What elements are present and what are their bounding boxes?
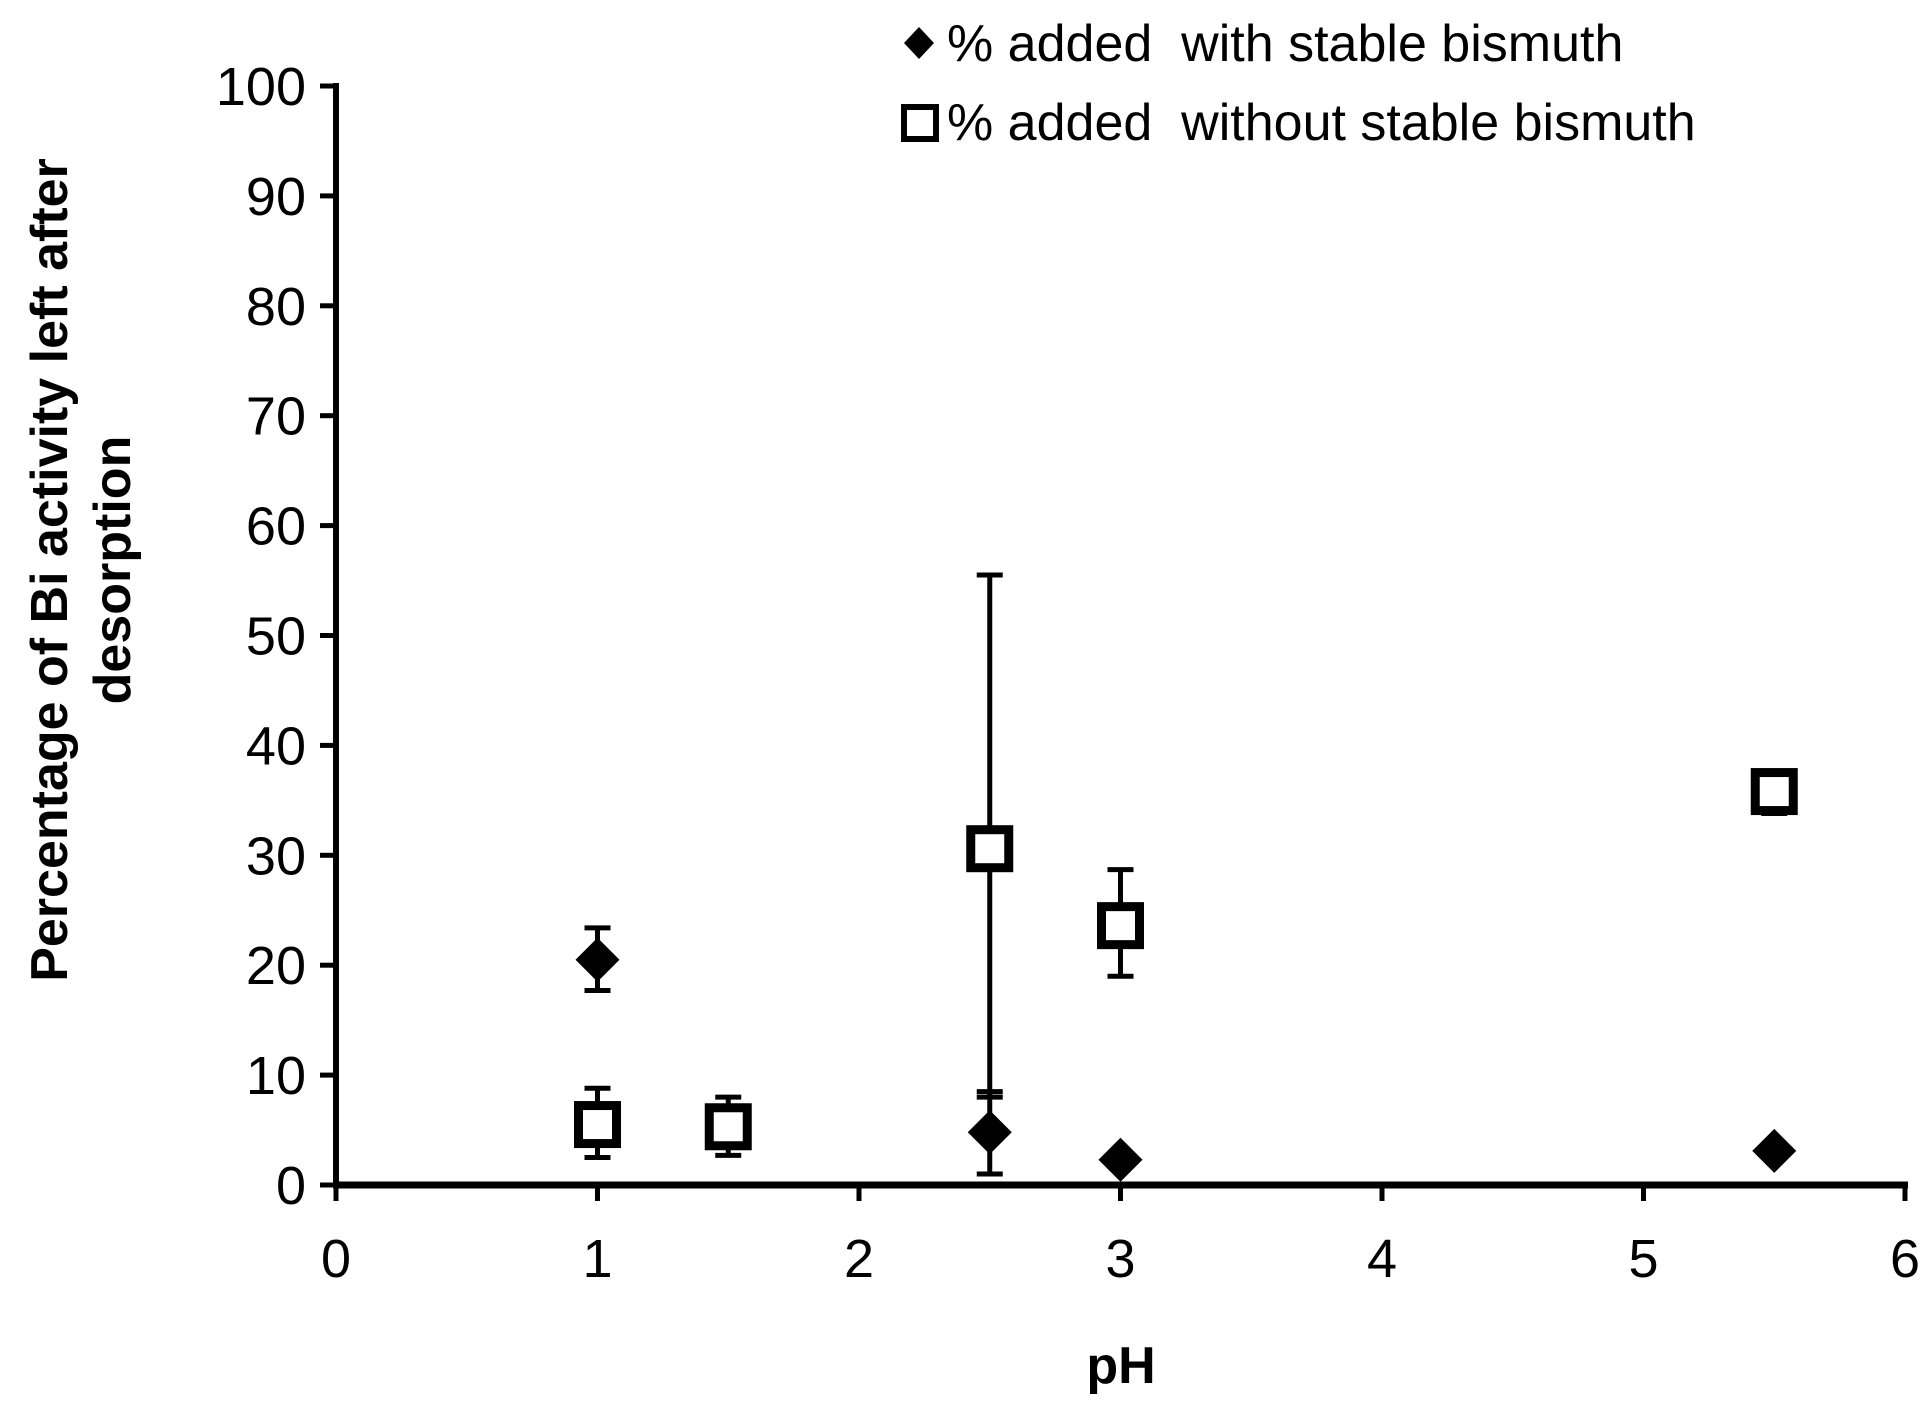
x-tick-label: 1	[582, 1229, 612, 1289]
y-tick-label: 90	[246, 167, 306, 227]
x-tick-label: 6	[1890, 1229, 1920, 1289]
data-markers	[574, 768, 1798, 1182]
y-axis-title: Percentage of Bi activity left after des…	[21, 158, 142, 982]
legend-item-without-stable-bismuth: % added without stable bismuth	[901, 94, 1696, 152]
y-tick-label: 50	[246, 607, 306, 667]
legend-diamond-marker	[904, 27, 934, 59]
square-marker	[704, 1103, 752, 1151]
y-tick-label: 20	[246, 936, 306, 996]
y-tick-label: 0	[276, 1156, 306, 1216]
y-axis-title-line-2: desorption	[84, 436, 142, 705]
diamond-marker	[967, 1110, 1012, 1155]
x-tick-label: 2	[844, 1229, 874, 1289]
legend-label-without-stable-bismuth: % added without stable bismuth	[947, 94, 1696, 152]
square-marker	[574, 1101, 621, 1149]
y-tick-label: 80	[246, 277, 306, 337]
x-tick-label: 3	[1105, 1229, 1135, 1289]
x-tick-label: 5	[1628, 1229, 1658, 1289]
legend: % added with stable bismuth % added with…	[901, 15, 1696, 152]
y-tick-label: 30	[246, 826, 306, 886]
y-tick-label: 60	[246, 497, 306, 557]
diamond-marker	[1752, 1128, 1797, 1173]
diamond-marker	[1098, 1137, 1143, 1182]
y-tick-label: 70	[246, 387, 306, 447]
y-axis-title-line-1: Percentage of Bi activity left after	[21, 158, 79, 982]
y-tick-label: 10	[246, 1046, 306, 1106]
x-axis-title: pH	[1086, 1337, 1155, 1395]
y-tick-label: 40	[246, 716, 306, 776]
legend-label-with-stable-bismuth: % added with stable bismuth	[947, 15, 1623, 73]
square-marker	[966, 825, 1014, 873]
square-marker	[1750, 768, 1798, 816]
x-tick-label: 4	[1367, 1229, 1397, 1289]
square-marker	[1097, 902, 1144, 950]
legend-square-marker	[901, 104, 939, 142]
y-axis: 0 10 20 30 40 50 60 70 80 90 100	[216, 57, 339, 1216]
x-tick-label: 0	[321, 1229, 351, 1289]
diamond-marker	[575, 937, 620, 982]
y-tick-label: 100	[216, 57, 306, 117]
legend-item-with-stable-bismuth: % added with stable bismuth	[904, 15, 1623, 73]
x-axis: 0 1 2 3 4 5 6	[321, 1181, 1920, 1289]
error-bars	[584, 572, 1788, 1177]
